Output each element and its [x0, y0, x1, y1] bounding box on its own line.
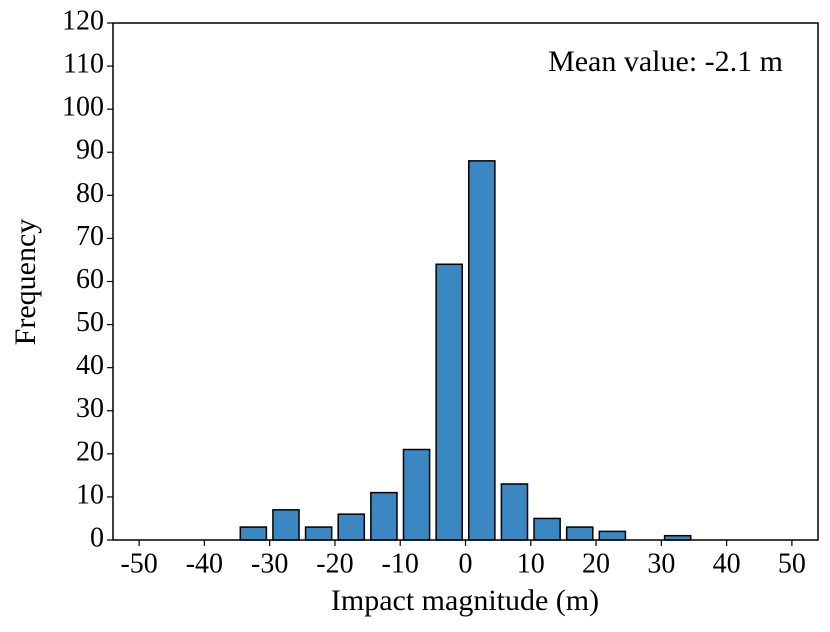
plot-frame — [112, 22, 819, 541]
x-tick-label: 50 — [778, 548, 806, 579]
x-tick-label: -10 — [382, 548, 419, 579]
y-tick-label: 60 — [76, 264, 104, 295]
bar — [370, 491, 398, 541]
bar — [565, 526, 594, 541]
x-tick-label: 10 — [517, 548, 545, 579]
x-tick-label: 0 — [459, 548, 473, 579]
bar — [272, 509, 300, 541]
y-tick-label: 50 — [76, 307, 104, 338]
bar — [304, 526, 333, 541]
y-tick-label: 100 — [62, 92, 104, 123]
x-tick-label: 30 — [647, 548, 675, 579]
x-tick-label: -40 — [186, 548, 223, 579]
annotation: Mean value: -2.1 m — [548, 45, 783, 78]
y-tick-label: 120 — [62, 5, 104, 36]
x-tick-label: -20 — [316, 548, 353, 579]
y-tick-label: 20 — [76, 436, 104, 467]
bar — [435, 263, 463, 541]
y-tick-label: 110 — [63, 49, 104, 80]
y-tick-label: 40 — [76, 350, 104, 381]
y-tick-label: 90 — [76, 135, 104, 166]
bar — [598, 530, 627, 541]
x-tick-label: 40 — [713, 548, 741, 579]
y-tick-label: 30 — [76, 393, 104, 424]
bar — [239, 526, 268, 541]
y-tick-label: 80 — [76, 178, 104, 209]
bar — [468, 160, 496, 541]
y-tick-label: 70 — [76, 221, 104, 252]
bar — [402, 448, 431, 541]
x-tick-label: -30 — [251, 548, 288, 579]
x-tick-label: 20 — [582, 548, 610, 579]
bar — [500, 483, 529, 541]
bar — [337, 513, 366, 541]
bar — [533, 517, 561, 541]
y-tick-label: 0 — [90, 522, 104, 553]
x-axis-label: Impact magnitude (m) — [331, 584, 599, 617]
y-tick-label: 10 — [76, 479, 104, 510]
y-axis-label: Frequency — [9, 219, 42, 346]
x-tick-label: -50 — [120, 548, 157, 579]
